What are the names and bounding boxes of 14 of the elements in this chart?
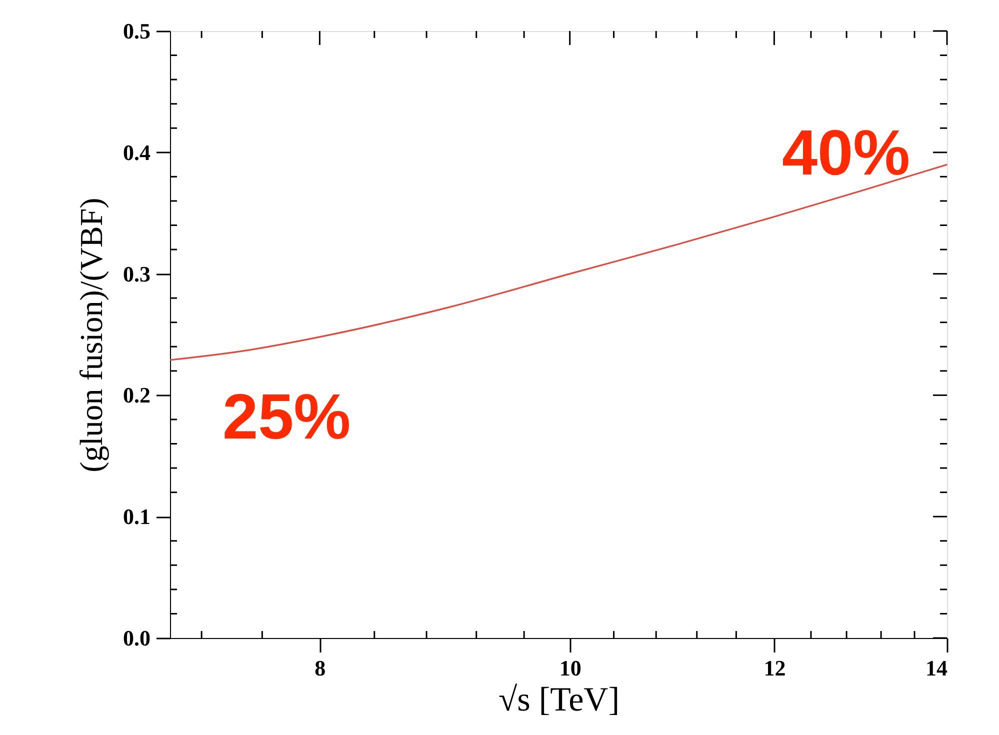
x-axis-title: √s [TeV] <box>498 682 620 718</box>
x-tick-label: 12 <box>764 656 786 680</box>
y-axis-title: (gluon fusion)/(VBF) <box>73 198 109 472</box>
annotation: 25% <box>222 380 351 452</box>
y-tick-label: 0.2 <box>123 382 150 408</box>
y-tick-label: 0.4 <box>123 140 150 165</box>
x-tick-label: 14 <box>926 656 948 680</box>
x-tick-label: 8 <box>314 656 326 680</box>
y-tick-label: 0.1 <box>123 504 150 530</box>
x-tick-label: 10 <box>559 656 582 680</box>
y-tick-label: 0.0 <box>123 626 150 650</box>
y-tick-label: 0.3 <box>123 261 150 286</box>
annotation: 40% <box>782 116 910 188</box>
y-tick-label: 0.5 <box>123 18 150 44</box>
